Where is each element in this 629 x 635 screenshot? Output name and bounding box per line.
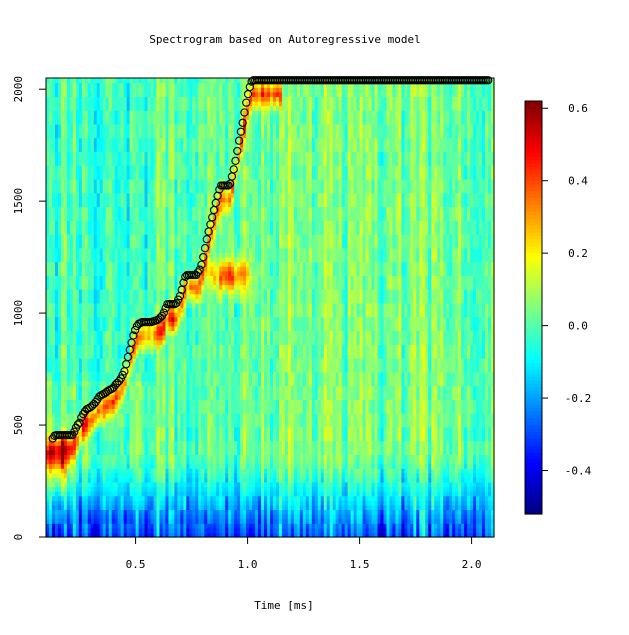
heatmap <box>46 78 495 538</box>
chart-title: Spectrogram based on Autoregressive mode… <box>149 33 421 46</box>
